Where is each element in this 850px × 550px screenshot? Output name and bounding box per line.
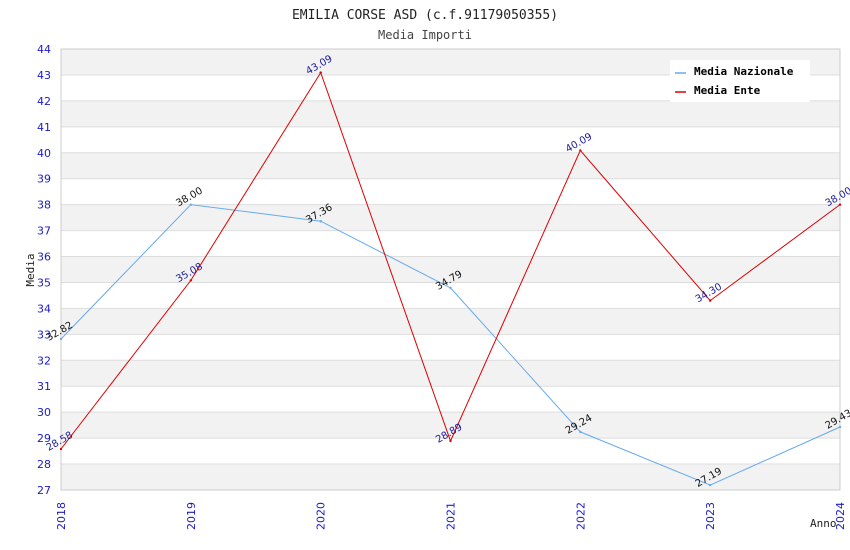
legend-label-nazionale: Media Nazionale [694,65,794,78]
grid-band [61,308,840,335]
y-tick-label: 28 [37,458,51,471]
y-tick-label: 42 [37,95,51,108]
data-point [708,483,712,487]
data-point [319,71,322,74]
y-tick-label: 39 [37,173,51,186]
y-tick-label: 35 [37,276,51,289]
data-point [708,299,712,302]
data-point [579,430,582,434]
y-tick-label: 34 [37,302,51,315]
legend-label-ente: Media Ente [694,84,761,97]
data-point [59,337,63,341]
y-tick-label: 40 [37,147,51,160]
x-tick-label: 2019 [185,502,198,530]
y-tick-label: 41 [37,121,51,134]
data-point [189,203,193,206]
x-axis-label: Anno [810,517,837,530]
data-point [579,149,582,152]
y-tick-label: 30 [37,406,51,419]
data-point [59,447,63,451]
chart-subtitle: Media Importi [378,28,472,42]
grid-band [61,412,840,439]
x-axis-ticks: 2018 2019 2020 2021 2022 2023 2024 [55,502,847,530]
y-tick-label: 44 [37,43,51,56]
x-tick-label: 2018 [55,502,68,530]
y-tick-label: 38 [37,199,51,212]
data-point [319,220,322,223]
data-point [838,425,842,429]
legend-box [670,60,810,102]
grid-bands [61,49,840,490]
data-point [189,279,193,282]
chart-title: EMILIA CORSE ASD (c.f.91179050355) [292,8,558,23]
y-tick-label: 31 [37,380,51,393]
grid-band [61,256,840,283]
legend: Media Nazionale Media Ente [670,60,810,102]
data-point [449,286,452,290]
grid-band [61,100,840,127]
y-tick-label: 33 [37,328,51,341]
y-tick-label: 32 [37,354,51,367]
grid-band [61,204,840,231]
x-tick-label: 2021 [445,502,458,530]
y-tick-label: 43 [37,69,51,82]
grid-band [61,464,840,490]
plot-frame [60,48,841,491]
data-point [449,439,452,443]
x-tick-label: 2020 [315,502,328,530]
y-tick-label: 37 [37,225,51,238]
y-tick-label: 36 [37,251,51,264]
y-tick-label: 29 [37,432,51,445]
y-axis-ticks: 27 28 29 30 31 32 33 34 35 36 37 38 39 40 41 42 43 44 [37,43,51,497]
y-tick-label: 27 [37,484,51,497]
x-tick-label: 2023 [704,502,717,530]
series-lines [59,71,842,487]
grid-band [61,152,840,179]
grid-band [61,360,840,387]
data-point [838,203,842,206]
y-axis-label: Media [24,253,37,286]
x-tick-label: 2024 [834,502,847,530]
x-tick-label: 2022 [574,502,587,530]
